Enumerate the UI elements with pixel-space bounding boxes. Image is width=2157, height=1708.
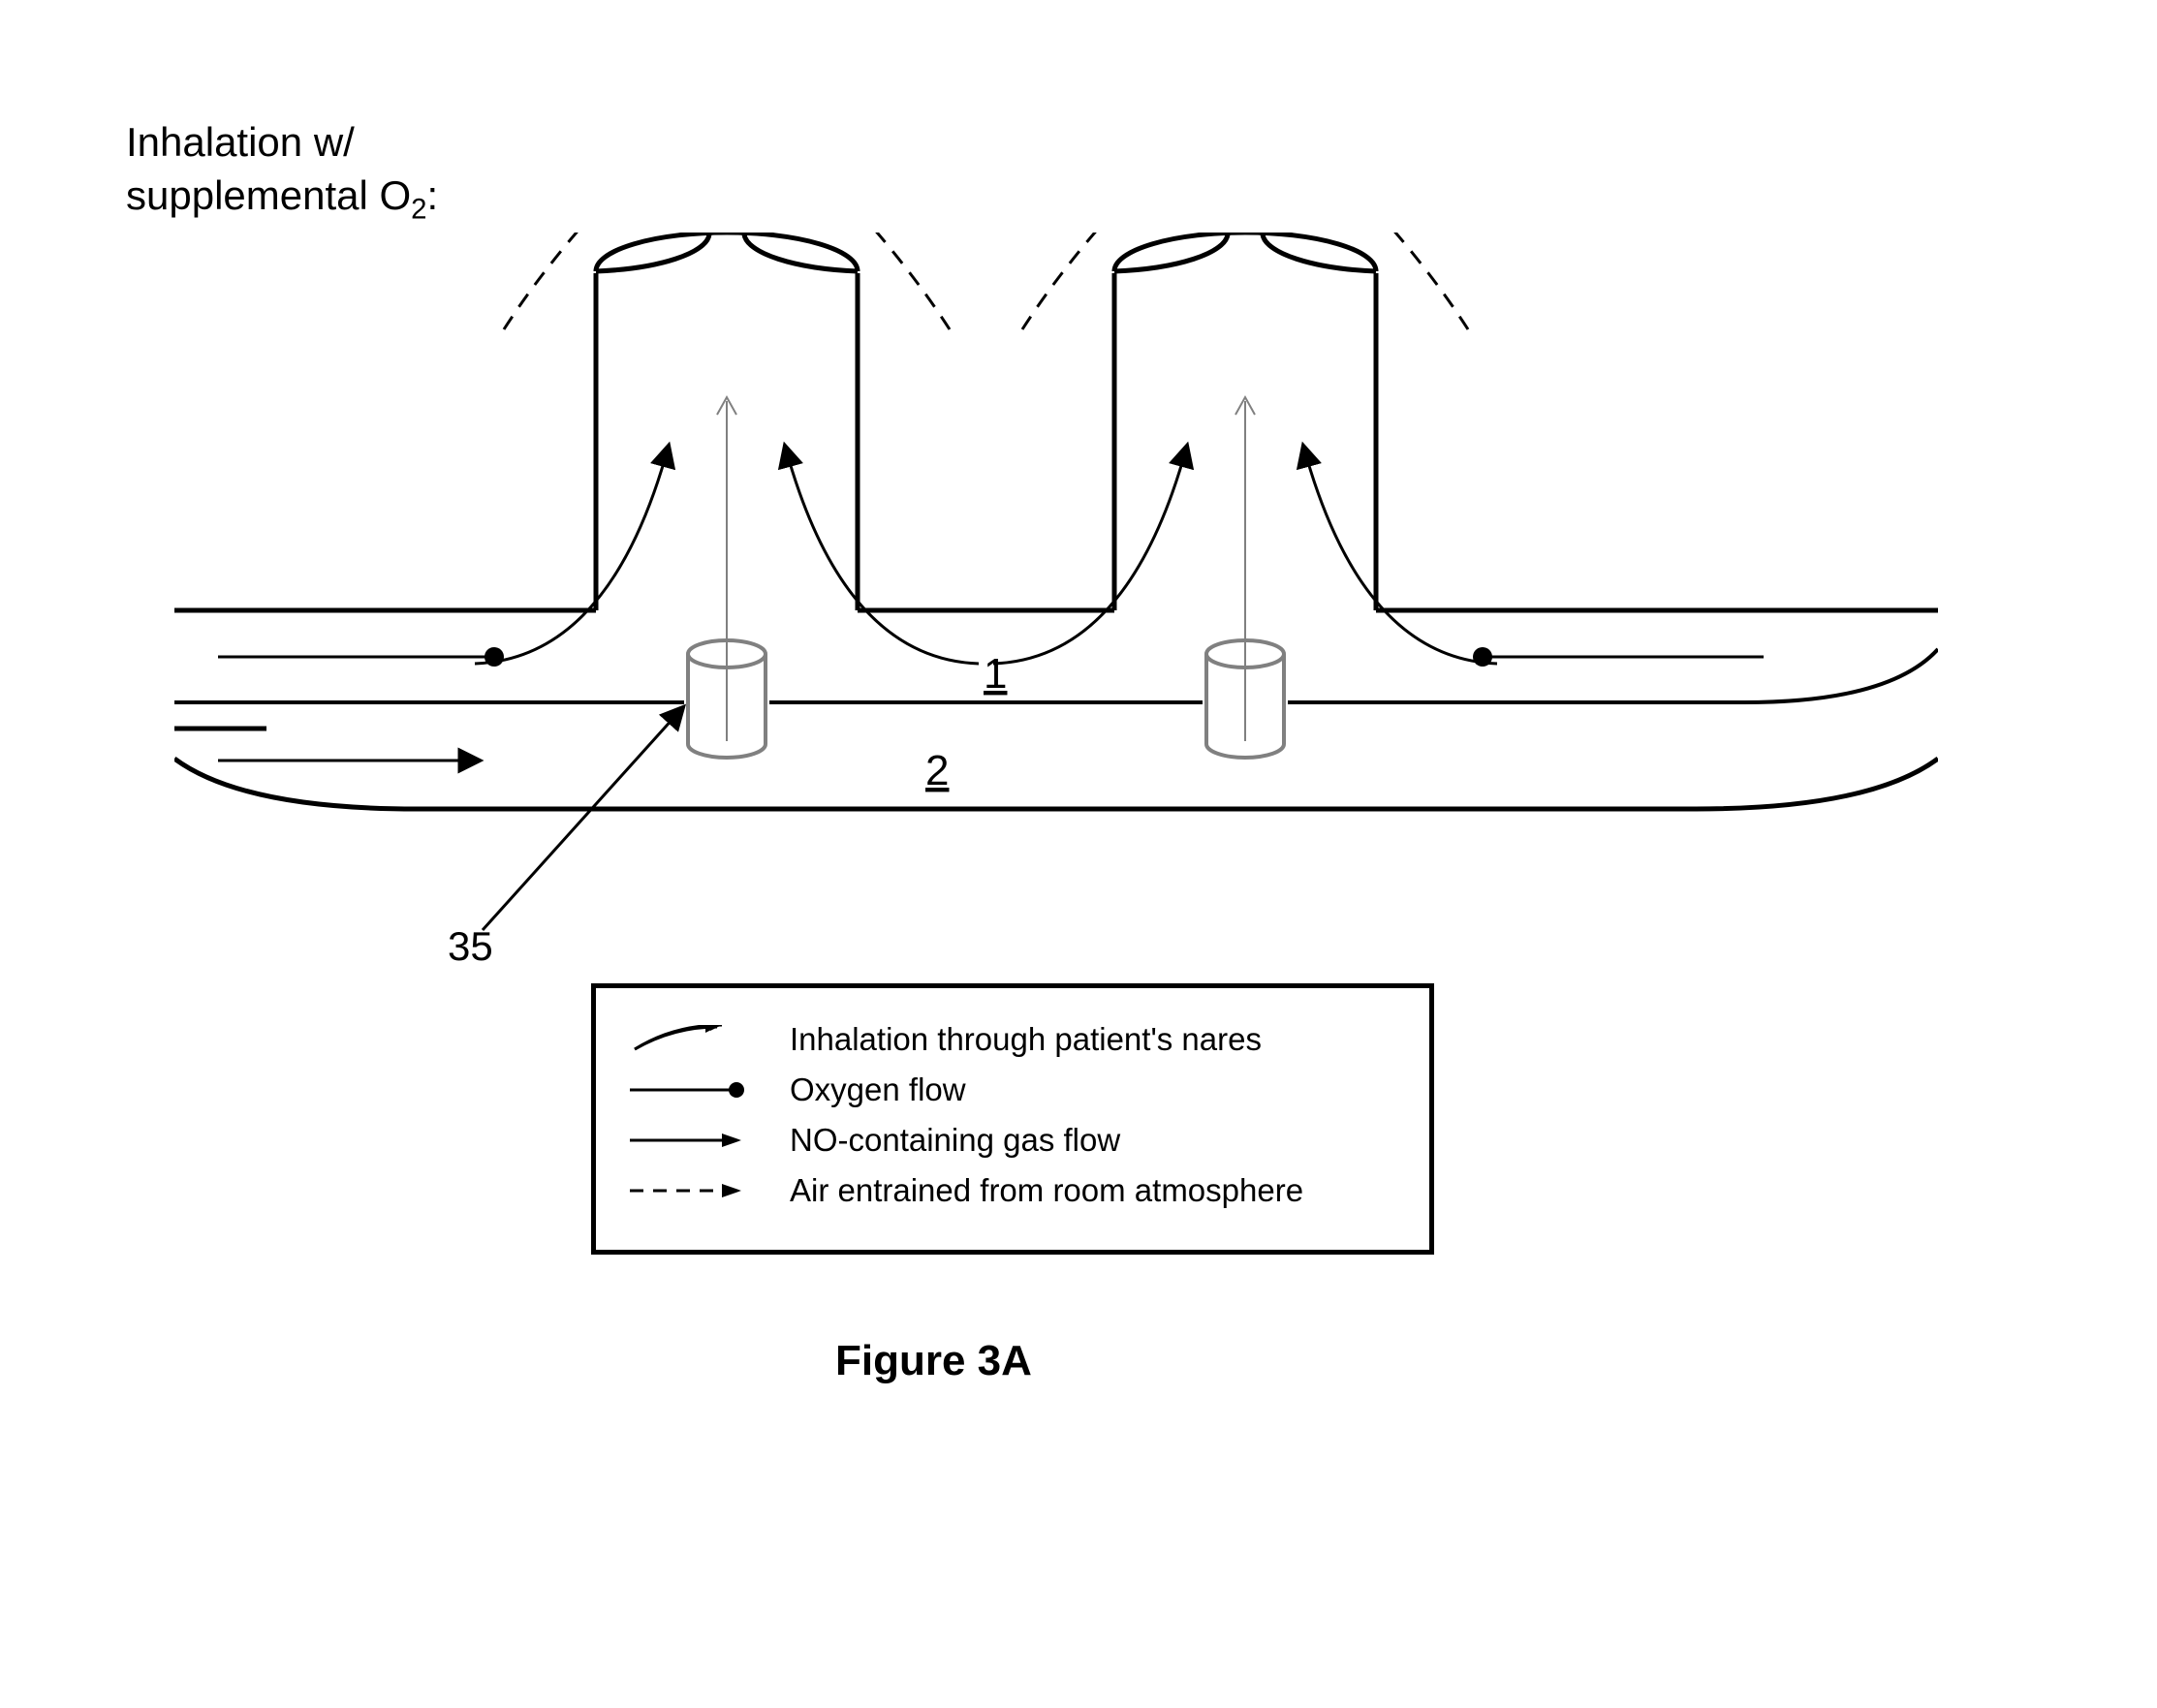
svg-text:1: 1 xyxy=(984,650,1007,698)
callout-label-35: 35 xyxy=(448,923,493,970)
title-line2-post: : xyxy=(427,172,439,218)
legend-text-noflow: NO-containing gas flow xyxy=(790,1122,1400,1159)
legend-text-inhalation: Inhalation through patient's nares xyxy=(790,1021,1400,1058)
title-line2-sub: 2 xyxy=(411,193,426,225)
diagram-title: Inhalation w/ supplemental O2: xyxy=(126,116,438,228)
legend-row-noflow: NO-containing gas flow xyxy=(625,1122,1400,1159)
legend-symbol-inhalation xyxy=(625,1025,790,1054)
legend-row-oxygen: Oxygen flow xyxy=(625,1071,1400,1108)
legend-text-entrained: Air entrained from room atmosphere xyxy=(790,1172,1400,1209)
nasal-cannula-diagram: 12 xyxy=(174,233,1938,969)
title-line1: Inhalation w/ xyxy=(126,119,355,165)
legend-symbol-entrained xyxy=(625,1181,790,1200)
legend-row-inhalation: Inhalation through patient's nares xyxy=(625,1021,1400,1058)
svg-text:2: 2 xyxy=(925,747,949,794)
figure-caption: Figure 3A xyxy=(835,1337,1032,1385)
legend-symbol-oxygen xyxy=(625,1080,790,1100)
title-line2-pre: supplemental O xyxy=(126,172,411,218)
legend-row-entrained: Air entrained from room atmosphere xyxy=(625,1172,1400,1209)
legend-text-oxygen: Oxygen flow xyxy=(790,1071,1400,1108)
legend: Inhalation through patient's nares Oxyge… xyxy=(591,983,1434,1255)
legend-symbol-noflow xyxy=(625,1131,790,1150)
